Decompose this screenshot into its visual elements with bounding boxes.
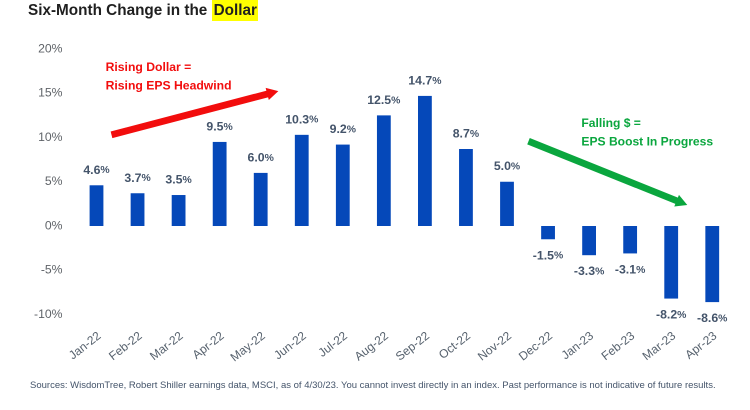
svg-text:-1.5%: -1.5%: [533, 248, 563, 262]
svg-text:12.5%: 12.5%: [367, 93, 400, 107]
svg-text:Rising EPS Headwind: Rising EPS Headwind: [106, 79, 232, 93]
svg-text:9.2%: 9.2%: [330, 122, 356, 136]
svg-text:14.7%: 14.7%: [408, 73, 441, 87]
svg-text:20%: 20%: [38, 41, 63, 55]
svg-text:5%: 5%: [45, 174, 63, 188]
svg-text:-8.2%: -8.2%: [656, 308, 686, 322]
svg-text:15%: 15%: [38, 86, 63, 100]
svg-text:Falling $ =: Falling $ =: [581, 116, 640, 130]
svg-text:-8.6%: -8.6%: [697, 311, 727, 325]
svg-text:3.5%: 3.5%: [165, 173, 191, 187]
svg-text:-10%: -10%: [34, 307, 63, 321]
svg-text:4.6%: 4.6%: [83, 163, 109, 177]
svg-text:10.3%: 10.3%: [285, 112, 318, 126]
svg-text:-3.1%: -3.1%: [615, 262, 645, 276]
svg-text:-5%: -5%: [41, 263, 63, 277]
svg-text:3.7%: 3.7%: [124, 171, 150, 185]
svg-text:5.0%: 5.0%: [494, 159, 520, 173]
svg-text:8.7%: 8.7%: [453, 127, 479, 141]
svg-text:Rising Dollar =: Rising Dollar =: [106, 60, 192, 74]
svg-text:6.0%: 6.0%: [248, 150, 274, 164]
svg-text:9.5%: 9.5%: [206, 119, 232, 133]
svg-text:EPS Boost In Progress: EPS Boost In Progress: [581, 135, 713, 149]
svg-text:0%: 0%: [45, 218, 63, 232]
svg-text:-3.3%: -3.3%: [574, 264, 604, 278]
svg-text:10%: 10%: [38, 130, 63, 144]
